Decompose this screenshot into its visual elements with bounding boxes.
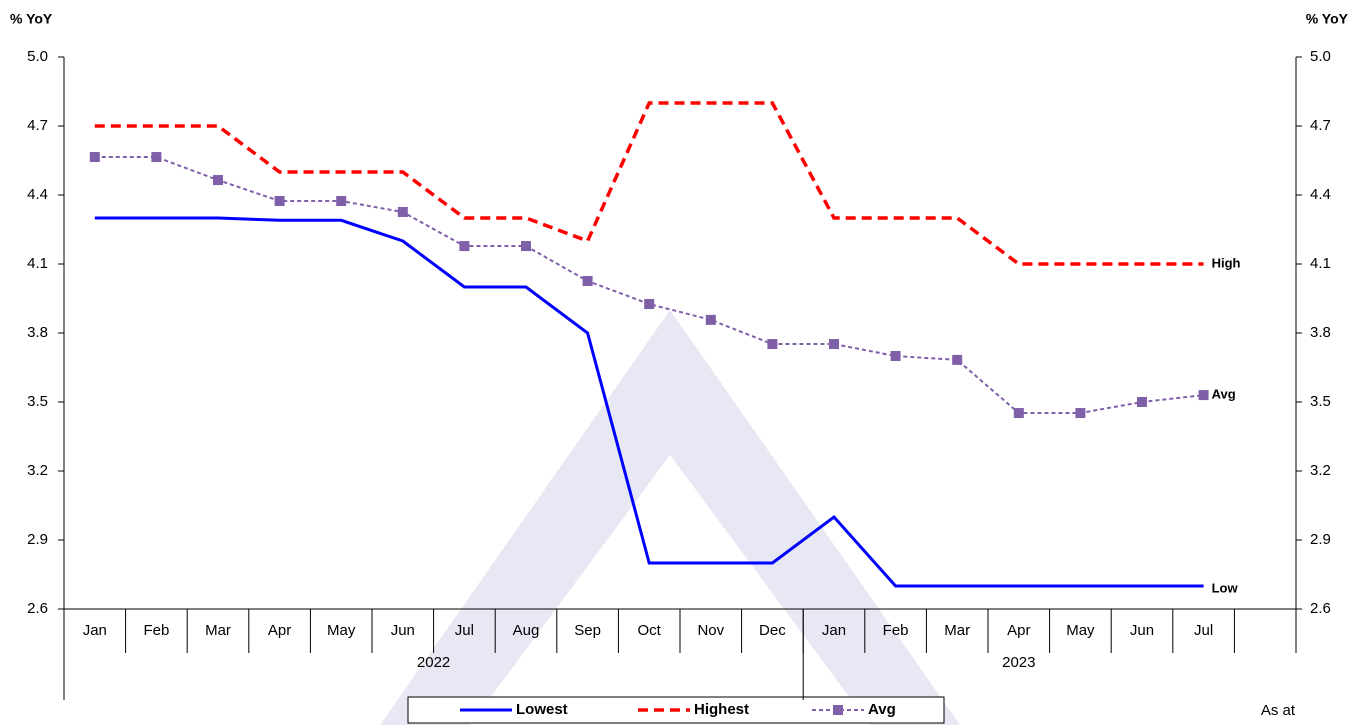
legend-label: Lowest bbox=[516, 701, 568, 718]
y2-tick-label: 2.9 bbox=[1310, 531, 1331, 548]
series-marker bbox=[890, 351, 901, 361]
x-tick-label: May bbox=[327, 622, 356, 639]
x-tick-label: Jun bbox=[1130, 622, 1154, 639]
series-marker bbox=[1198, 390, 1209, 401]
series-marker bbox=[151, 152, 162, 163]
y2-tick-label: 4.7 bbox=[1310, 117, 1331, 134]
x-tick-label: Aug bbox=[513, 622, 540, 639]
series-marker bbox=[274, 195, 285, 206]
y-tick-label: 3.5 bbox=[27, 393, 48, 410]
x-tick-label: Jan bbox=[822, 622, 846, 639]
y-tick-label: 3.2 bbox=[27, 462, 48, 479]
series-line bbox=[94, 101, 1204, 266]
series-marker bbox=[644, 299, 655, 310]
y-tick-label: 5.0 bbox=[27, 48, 48, 65]
x-tick-label: Sep bbox=[574, 622, 601, 639]
series-marker bbox=[705, 314, 716, 325]
series-marker bbox=[336, 195, 347, 206]
y2-tick-label: 5.0 bbox=[1310, 48, 1331, 65]
x-tick-label: Nov bbox=[697, 622, 724, 639]
series-marker bbox=[521, 241, 531, 252]
x-tick-label: Feb bbox=[143, 622, 169, 639]
end-label: Low bbox=[1212, 580, 1239, 595]
y2-tick-label: 4.1 bbox=[1310, 255, 1331, 272]
x-tick-label: Jul bbox=[455, 622, 474, 639]
y-tick-label: 4.7 bbox=[27, 117, 48, 134]
series-marker bbox=[829, 339, 839, 350]
y-tick-label: 2.6 bbox=[27, 600, 48, 617]
series-marker bbox=[767, 339, 778, 350]
series-marker bbox=[213, 175, 223, 186]
y-tick-label: 4.1 bbox=[27, 255, 48, 272]
watermark bbox=[380, 310, 960, 725]
x-tick-label: May bbox=[1066, 622, 1095, 639]
series-marker bbox=[1137, 397, 1147, 407]
y2-tick-label: 4.4 bbox=[1310, 186, 1331, 203]
y2-axis-label: % YoY bbox=[1306, 11, 1349, 27]
y2-tick-label: 3.8 bbox=[1310, 324, 1331, 341]
group-label: 2023 bbox=[1002, 654, 1035, 671]
y-tick-label: 4.4 bbox=[27, 186, 48, 203]
x-tick-label: Jun bbox=[391, 622, 415, 639]
series-marker bbox=[397, 207, 408, 218]
legend-label: Highest bbox=[694, 701, 749, 718]
end-label: High bbox=[1212, 255, 1241, 270]
series-marker bbox=[1013, 408, 1024, 419]
x-tick-label: Apr bbox=[1007, 622, 1030, 639]
x-tick-label: Jul bbox=[1194, 622, 1213, 639]
series-marker bbox=[1075, 408, 1086, 419]
group-label: 2022 bbox=[417, 654, 450, 671]
y2-tick-label: 2.6 bbox=[1310, 600, 1331, 617]
legend-label: Avg bbox=[868, 701, 896, 718]
x-tick-label: Apr bbox=[268, 622, 291, 639]
x-tick-label: Mar bbox=[205, 622, 231, 639]
legend-marker bbox=[833, 705, 843, 715]
footnote: As at bbox=[1261, 702, 1296, 719]
series-marker bbox=[582, 276, 593, 287]
x-tick-label: Oct bbox=[638, 622, 662, 639]
series-line bbox=[94, 216, 1204, 588]
series-marker bbox=[89, 152, 100, 163]
x-tick-label: Jan bbox=[83, 622, 107, 639]
x-tick-label: Mar bbox=[944, 622, 970, 639]
y2-tick-label: 3.5 bbox=[1310, 393, 1331, 410]
series-marker bbox=[459, 241, 470, 252]
series-marker bbox=[952, 354, 963, 365]
x-tick-label: Dec bbox=[759, 622, 786, 639]
end-label: Avg bbox=[1212, 387, 1236, 402]
x-tick-label: Feb bbox=[883, 622, 909, 639]
y-axis-label: % YoY bbox=[10, 11, 53, 27]
y-tick-label: 3.8 bbox=[27, 324, 48, 341]
y2-tick-label: 3.2 bbox=[1310, 462, 1331, 479]
y-tick-label: 2.9 bbox=[27, 531, 48, 548]
